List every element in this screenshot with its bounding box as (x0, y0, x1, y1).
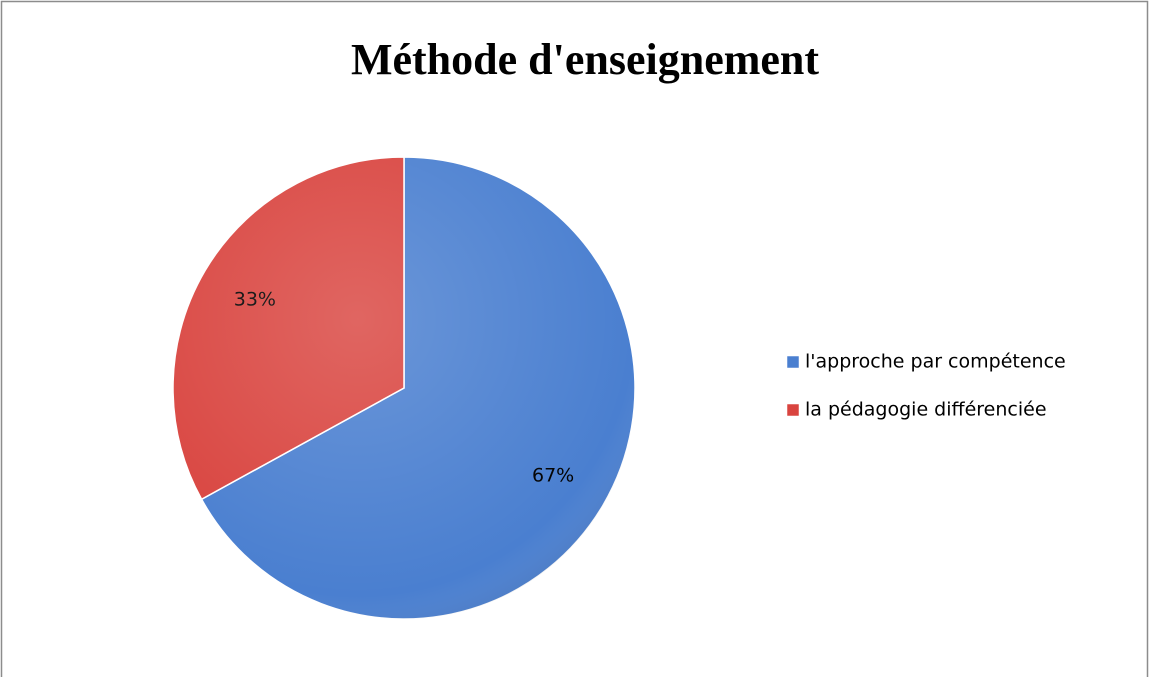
legend-label: l'approche par compétence (805, 351, 1066, 373)
data-label: 33% (234, 288, 276, 310)
data-label: 67% (532, 465, 574, 487)
legend-marker (786, 355, 800, 369)
legend-label: la pédagogie différenciée (805, 399, 1047, 421)
chart-title: Méthode d'enseignement (351, 35, 819, 84)
legend-marker (786, 403, 800, 417)
